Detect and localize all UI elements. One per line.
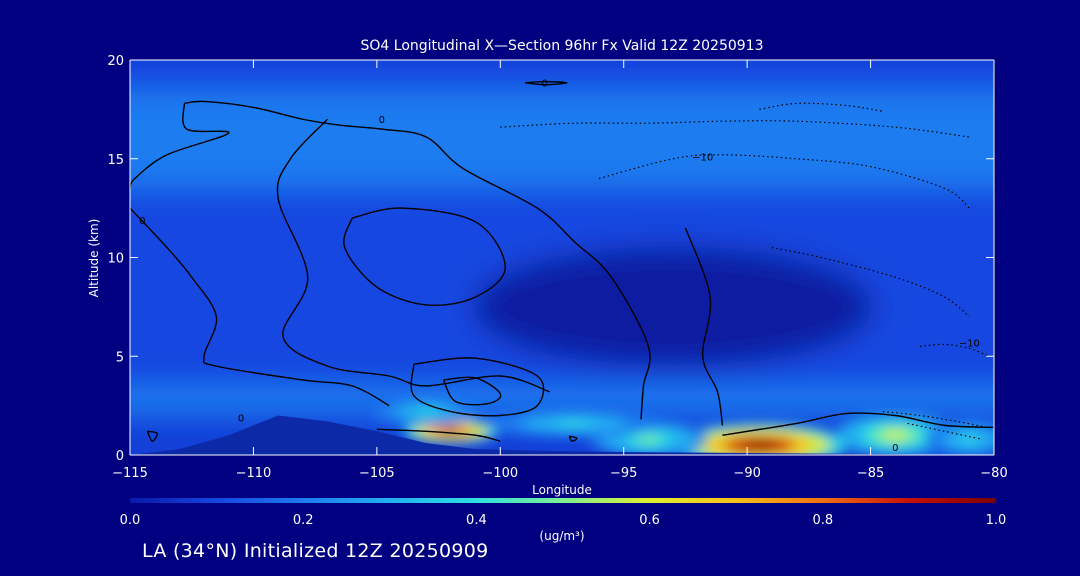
x-ticks: −115 −110 −105 −100 −95 −90 −85 −80 [112, 60, 1008, 481]
y-tick-label: 0 [116, 449, 124, 464]
colorbar: 0.0 0.2 0.4 0.6 0.8 1.0 (ug/m³) [120, 498, 1007, 543]
contour-line [146, 430, 158, 442]
contour-label: 0 [379, 115, 385, 126]
background-bands [130, 60, 994, 416]
terrain [130, 415, 994, 455]
contour-line [722, 412, 994, 436]
field-band [130, 89, 994, 124]
contour-line [442, 376, 502, 406]
contour-line [343, 207, 506, 306]
x-tick-label: −100 [482, 466, 518, 481]
colorbar-tick-label: 0.6 [639, 513, 660, 528]
field-band [130, 188, 994, 238]
contour-line [130, 103, 230, 189]
colorbar-bar [130, 498, 996, 503]
contour-lines [130, 81, 994, 442]
y-tick-label: 10 [107, 252, 124, 267]
colorbar-tick-label: 1.0 [986, 513, 1007, 528]
y-ticks: 0 5 10 15 20 [107, 54, 994, 464]
contour-line [410, 357, 545, 417]
contour-line [184, 100, 651, 420]
field-band [130, 154, 994, 189]
y-axis-label: Altitude (km) [87, 219, 101, 298]
contour-label: −10 [692, 153, 713, 164]
field-low-core [473, 246, 874, 367]
negative-contour [771, 247, 970, 318]
concentration-blob [415, 408, 437, 415]
contour-label: 0 [542, 79, 548, 90]
field-band [130, 60, 994, 90]
negative-contour [759, 102, 884, 112]
x-axis-label: Longitude [532, 483, 592, 497]
x-tick-label: −115 [112, 466, 148, 481]
x-tick-label: −85 [857, 466, 884, 481]
contour-label: 0 [238, 413, 244, 424]
x-tick-label: −80 [980, 466, 1007, 481]
colorbar-ticks: 0.0 0.2 0.4 0.6 0.8 1.0 [120, 513, 1007, 528]
contour-label: 0 [892, 443, 898, 454]
x-tick-label: −105 [359, 466, 395, 481]
contour-line [276, 118, 550, 393]
contour-line [524, 81, 568, 86]
negative-contour [598, 154, 970, 209]
colorbar-tick-label: 0.2 [293, 513, 314, 528]
y-tick-label: 5 [116, 350, 124, 365]
concentration-blob [556, 420, 593, 427]
field-band [130, 123, 994, 155]
colorbar-tick-label: 0.8 [812, 513, 833, 528]
contour-label: 0 [139, 216, 145, 227]
y-tick-label: 20 [107, 54, 124, 69]
concentration-blob [636, 435, 661, 443]
contour-line [376, 428, 501, 442]
colorbar-units: (ug/m³) [539, 529, 584, 543]
colorbar-tick-label: 0.0 [120, 513, 141, 528]
x-tick-label: −110 [236, 466, 272, 481]
y-tick-label: 15 [107, 153, 124, 168]
concentration-blob [741, 440, 778, 450]
contour-line [568, 435, 578, 442]
concentration-blob [960, 435, 979, 443]
footer-caption: LA (34°N) Initialized 12Z 20250909 [142, 540, 489, 562]
contour-label: −10 [959, 338, 980, 349]
chart-title: SO4 Longitudinal X—Section 96hr Fx Valid… [361, 38, 764, 54]
x-tick-label: −90 [733, 466, 760, 481]
x-tick-label: −95 [610, 466, 637, 481]
concentration-field [372, 397, 994, 455]
contour-labels: 0 0 0 0 0 −10 −10 [139, 79, 980, 454]
contour-line [684, 227, 724, 426]
colorbar-tick-label: 0.4 [466, 513, 487, 528]
contour-line [130, 207, 390, 407]
plot-area: 0 0 0 0 0 −10 −10 [130, 60, 994, 455]
concentration-blob [883, 430, 908, 440]
